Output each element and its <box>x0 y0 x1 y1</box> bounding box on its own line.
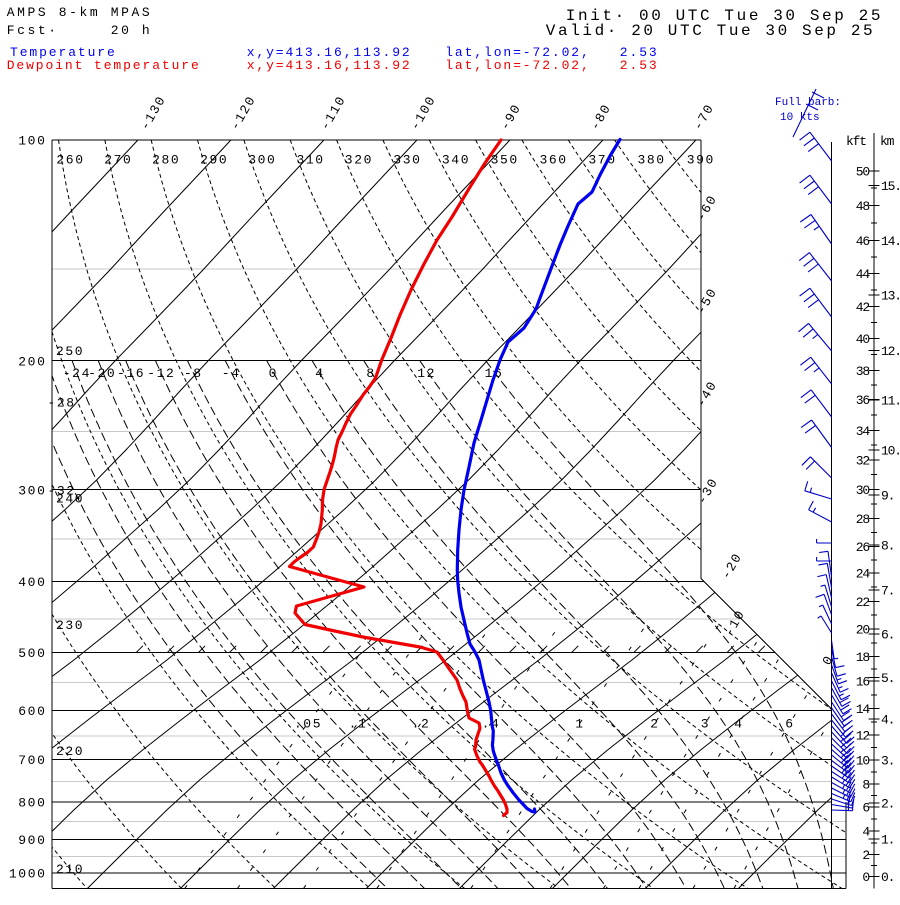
svg-text:32: 32 <box>856 453 870 468</box>
svg-text:20: 20 <box>856 622 870 637</box>
svg-text:6: 6 <box>785 717 794 732</box>
svg-text:4: 4 <box>862 825 870 840</box>
svg-text:6.: 6. <box>881 628 894 643</box>
svg-text:350: 350 <box>491 153 519 168</box>
svg-text:3: 3 <box>701 717 710 732</box>
svg-text:230: 230 <box>56 618 84 633</box>
svg-text:0: 0 <box>269 366 278 381</box>
svg-text:10.: 10. <box>881 444 900 459</box>
svg-text:12.: 12. <box>881 344 900 359</box>
svg-text:400: 400 <box>18 575 46 590</box>
svg-text:340: 340 <box>442 153 470 168</box>
svg-text:270: 270 <box>104 153 132 168</box>
svg-text:4: 4 <box>315 366 324 381</box>
svg-text:40: 40 <box>856 332 870 347</box>
svg-text:320: 320 <box>345 153 373 168</box>
svg-text:26: 26 <box>856 540 870 555</box>
svg-text:4: 4 <box>734 717 743 732</box>
svg-text:3.: 3. <box>881 753 894 768</box>
svg-text:-12: -12 <box>147 366 175 381</box>
svg-text:12: 12 <box>856 729 870 744</box>
svg-text:.4: .4 <box>482 717 501 732</box>
svg-text:-4: -4 <box>222 366 241 381</box>
svg-text:30: 30 <box>856 483 870 498</box>
svg-text:11.: 11. <box>881 393 900 408</box>
svg-text:15.: 15. <box>881 179 900 194</box>
svg-text:48: 48 <box>856 199 870 214</box>
svg-text:10: 10 <box>856 754 870 769</box>
svg-text:6: 6 <box>862 801 869 816</box>
svg-text:44: 44 <box>856 267 871 282</box>
svg-text:1: 1 <box>575 717 584 732</box>
svg-text:-8: -8 <box>184 366 203 381</box>
svg-text:200: 200 <box>18 354 46 369</box>
svg-text:700: 700 <box>18 753 46 768</box>
svg-text:46: 46 <box>856 234 870 249</box>
svg-text:2.: 2. <box>881 796 894 811</box>
svg-text:8: 8 <box>862 777 869 792</box>
svg-text:220: 220 <box>56 744 84 759</box>
svg-text:.2: .2 <box>412 717 431 732</box>
svg-text:38: 38 <box>856 364 870 379</box>
svg-text:330: 330 <box>393 153 421 168</box>
svg-text:12: 12 <box>417 366 436 381</box>
svg-text:28: 28 <box>856 512 870 527</box>
svg-text:280: 280 <box>152 153 180 168</box>
svg-text:kft: kft <box>846 134 866 149</box>
svg-text:-24: -24 <box>63 366 91 381</box>
svg-text:9.: 9. <box>881 489 894 504</box>
svg-text:.1: .1 <box>349 717 368 732</box>
svg-text:0.: 0. <box>881 870 894 885</box>
svg-text:50: 50 <box>856 164 870 179</box>
svg-text:210: 210 <box>56 862 84 877</box>
svg-text:-16: -16 <box>117 366 145 381</box>
svg-text:360: 360 <box>540 153 568 168</box>
svg-text:4.: 4. <box>881 713 894 728</box>
svg-text:600: 600 <box>18 704 46 719</box>
svg-text:1000: 1000 <box>9 867 47 882</box>
svg-text:300: 300 <box>18 483 46 498</box>
svg-text:-32: -32 <box>48 484 76 499</box>
svg-text:22: 22 <box>856 595 870 610</box>
svg-text:7.: 7. <box>881 584 894 599</box>
svg-text:16: 16 <box>856 675 870 690</box>
svg-text:800: 800 <box>18 796 46 811</box>
svg-text:290: 290 <box>200 153 228 168</box>
svg-text:-20: -20 <box>88 366 116 381</box>
svg-text:250: 250 <box>56 344 84 359</box>
svg-text:.05: .05 <box>294 717 322 732</box>
svg-text:24: 24 <box>856 567 871 582</box>
svg-text:100: 100 <box>18 134 46 149</box>
svg-text:310: 310 <box>297 153 325 168</box>
svg-text:18: 18 <box>856 650 870 665</box>
svg-text:2: 2 <box>650 717 659 732</box>
svg-text:0: 0 <box>862 870 869 885</box>
svg-text:14: 14 <box>856 702 871 717</box>
svg-text:300: 300 <box>248 153 276 168</box>
svg-text:34: 34 <box>856 424 871 439</box>
svg-text:500: 500 <box>18 646 46 661</box>
svg-text:390: 390 <box>687 153 715 168</box>
svg-text:km: km <box>880 134 895 149</box>
svg-text:260: 260 <box>56 153 84 168</box>
svg-text:380: 380 <box>638 153 666 168</box>
svg-text:5.: 5. <box>881 671 894 686</box>
svg-text:14.: 14. <box>881 234 900 249</box>
svg-text:2: 2 <box>862 848 869 863</box>
svg-text:36: 36 <box>856 393 870 408</box>
svg-text:13.: 13. <box>881 288 900 303</box>
svg-text:-28: -28 <box>48 396 76 411</box>
svg-text:240: 240 <box>56 492 84 507</box>
svg-text:8: 8 <box>366 366 375 381</box>
svg-text:42: 42 <box>856 300 870 315</box>
svg-text:1.: 1. <box>881 833 894 848</box>
svg-text:8.: 8. <box>881 538 894 553</box>
svg-text:900: 900 <box>18 833 46 848</box>
